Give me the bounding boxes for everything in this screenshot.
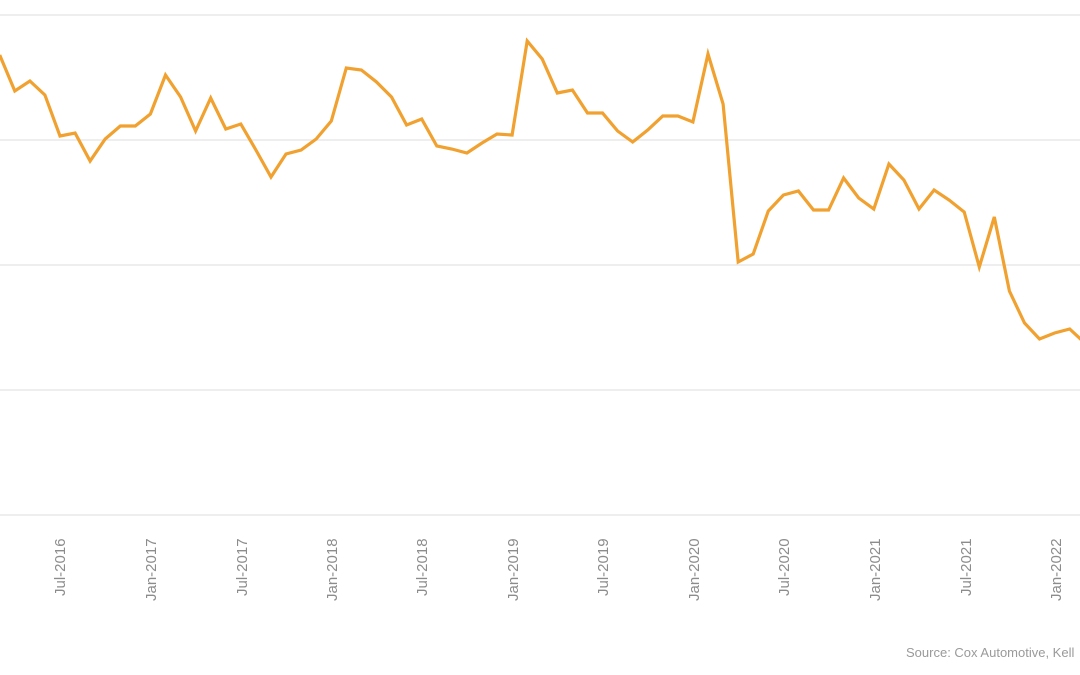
gridlines: [0, 14, 1080, 516]
x-tick-label: Jul-2018: [414, 538, 431, 596]
x-tick-label: Jan-2019: [505, 538, 522, 601]
x-tick-label: Jan-2018: [324, 538, 341, 601]
x-tick-label: Jan-2022: [1048, 538, 1065, 601]
x-tick-label: Jul-2016: [52, 538, 69, 596]
x-tick-label: Jul-2021: [958, 538, 975, 596]
x-tick-label: Jan-2020: [686, 538, 703, 601]
x-tick-label: Jul-2017: [234, 538, 251, 596]
source-note: Source: Cox Automotive, Kell: [906, 645, 1075, 660]
x-tick-label: Jan-2021: [867, 538, 884, 601]
x-tick-label: Jul-2020: [776, 538, 793, 596]
x-axis-tick-labels: Jul-2016 Jan-2017 Jul-2017 Jan-2018 Jul-…: [52, 538, 1065, 601]
data-series-line: [0, 37, 1080, 341]
x-tick-label: Jul-2019: [595, 538, 612, 596]
x-tick-label: Jan-2017: [143, 538, 160, 601]
